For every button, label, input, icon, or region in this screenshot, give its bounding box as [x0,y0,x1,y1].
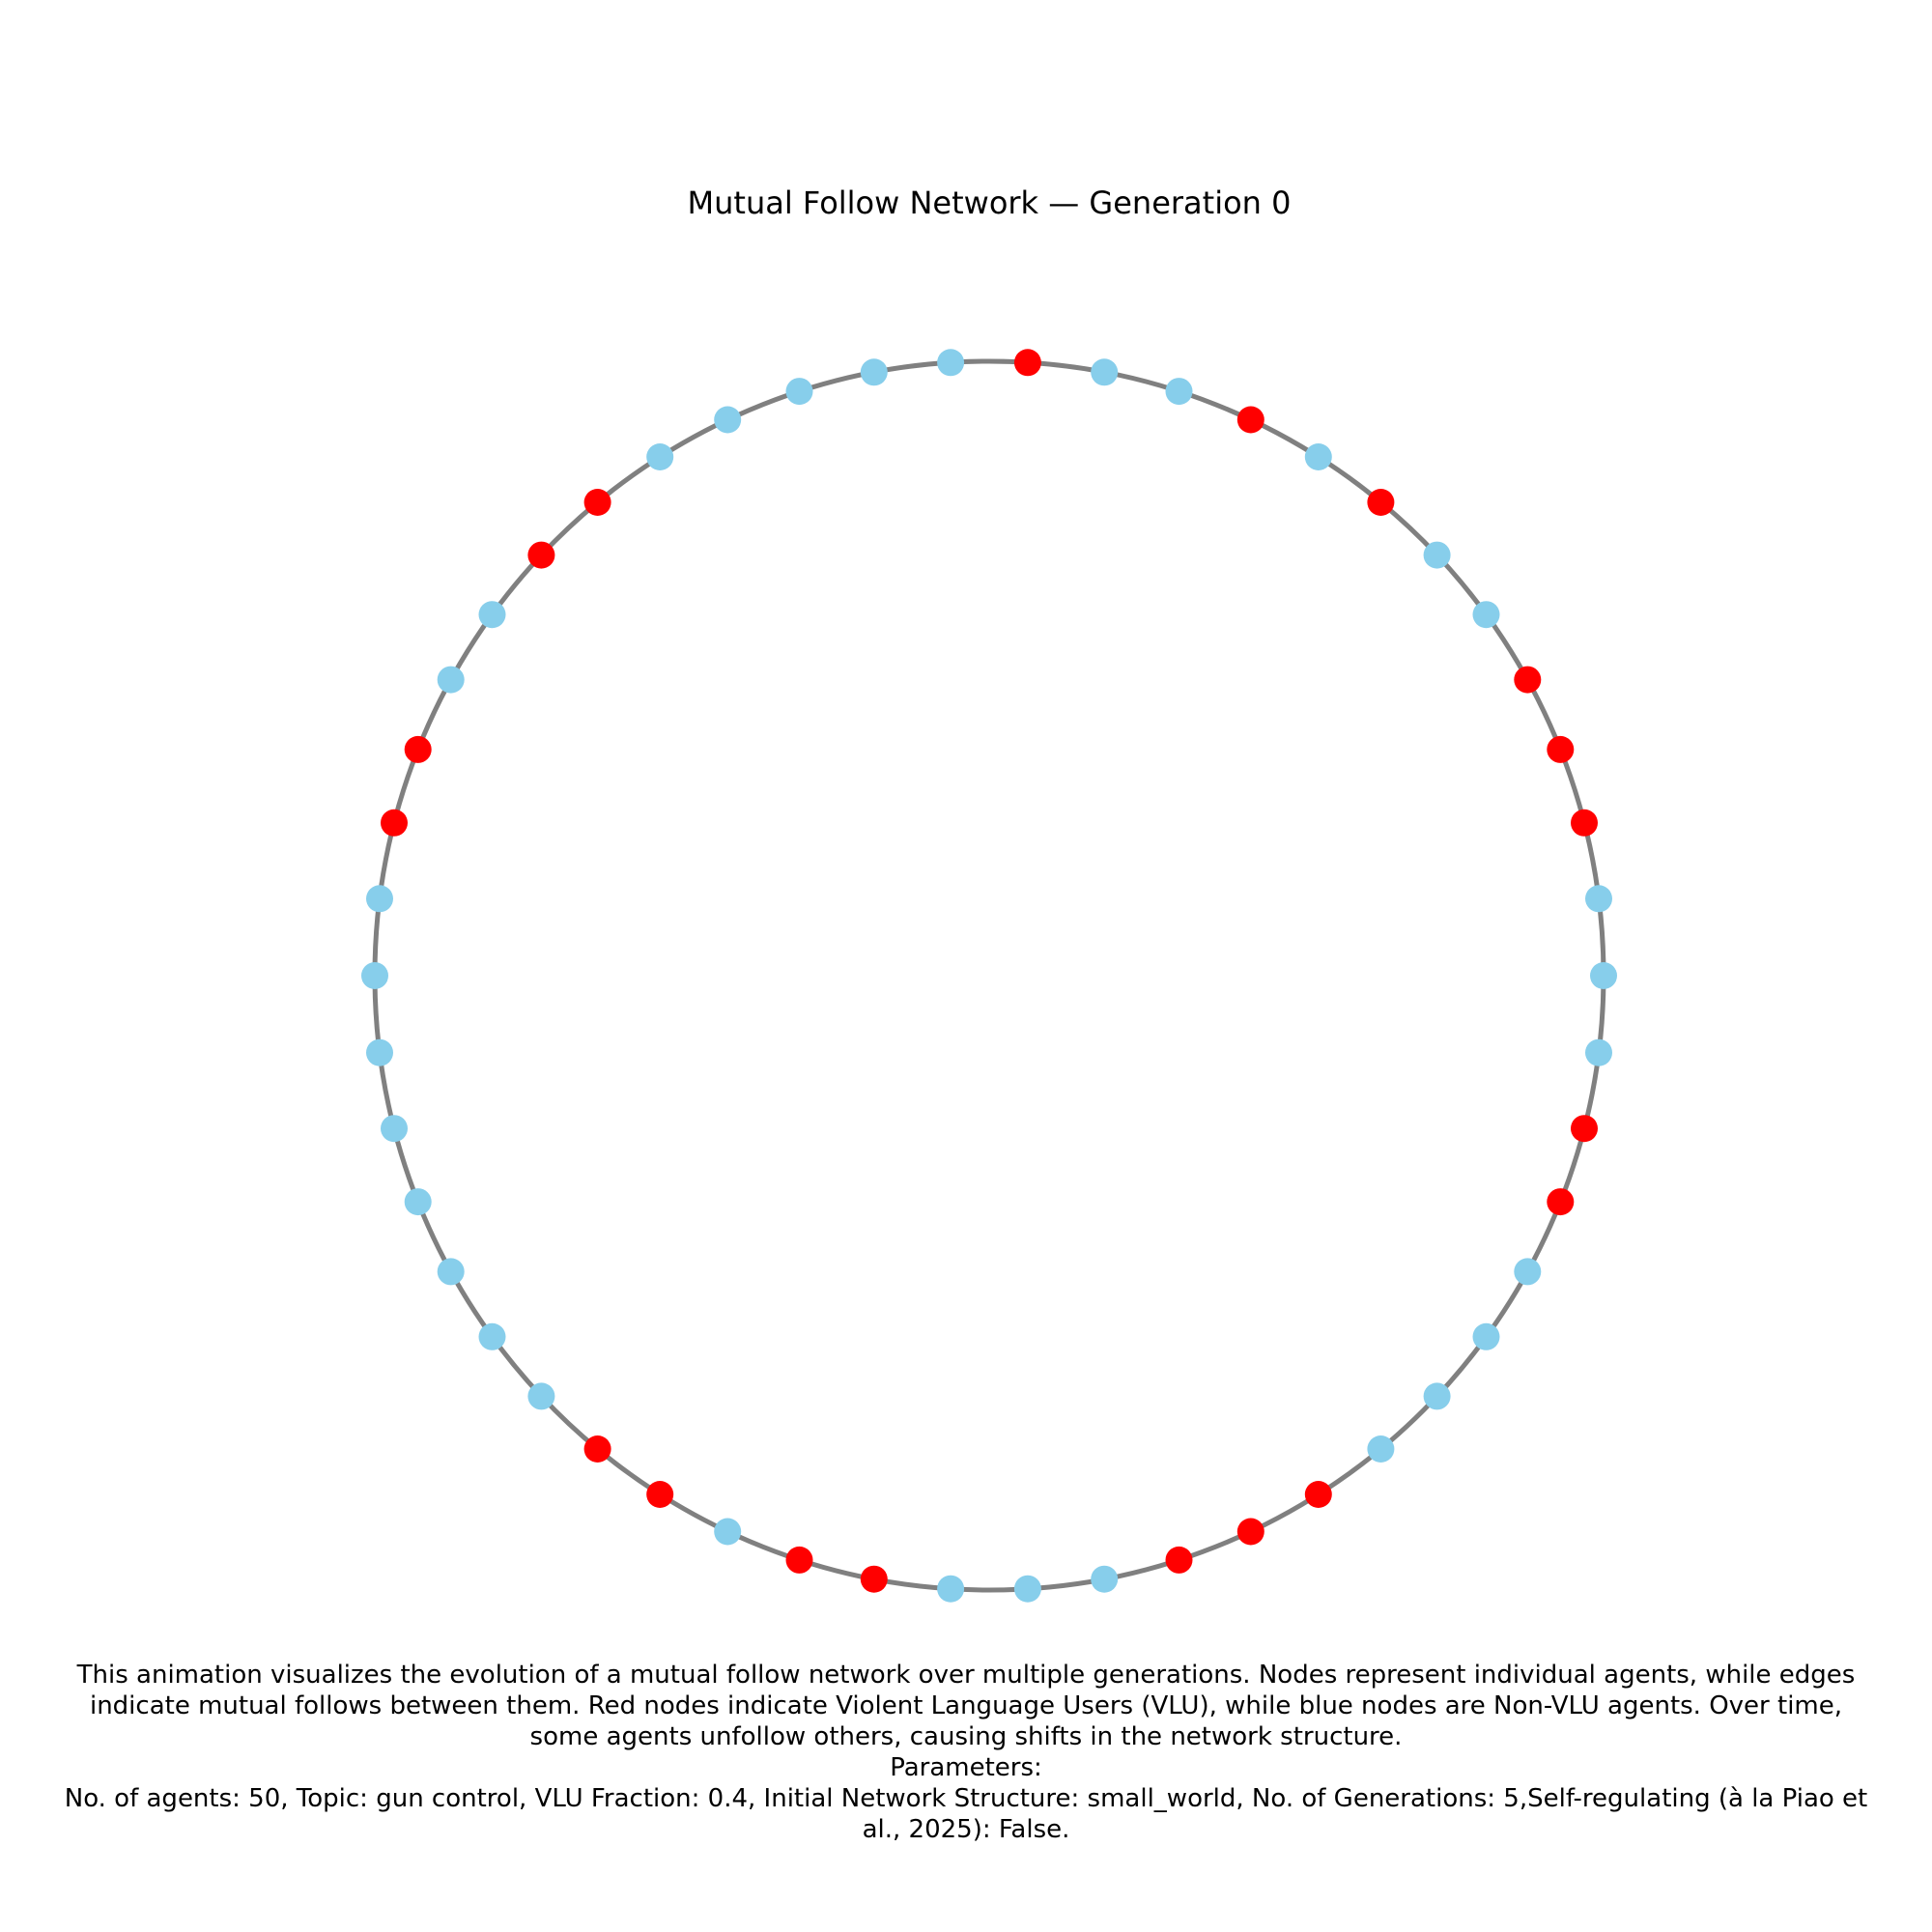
vlu-agent-node [1013,349,1041,377]
non-vlu-agent-node [1367,1435,1395,1463]
non-vlu-agent-node [478,1322,506,1350]
non-vlu-agent-node [646,443,674,470]
non-vlu-agent-node [478,601,506,629]
agent-nodes [361,349,1617,1603]
non-vlu-agent-node [1013,1575,1041,1603]
non-vlu-agent-node [366,885,393,913]
non-vlu-agent-node [1590,962,1617,989]
non-vlu-agent-node [1472,1322,1500,1350]
vlu-agent-node [1304,1481,1332,1508]
description-caption: This animation visualizes the evolution … [0,1660,1932,1845]
non-vlu-agent-node [937,349,965,377]
non-vlu-agent-node [714,1518,742,1546]
non-vlu-agent-node [860,358,888,386]
vlu-agent-node [583,489,611,516]
non-vlu-agent-node [437,1258,465,1286]
non-vlu-agent-node [1091,358,1119,386]
non-vlu-agent-node [527,1382,555,1410]
vlu-agent-node [583,1435,611,1463]
non-vlu-agent-node [366,1038,393,1066]
non-vlu-agent-node [1423,541,1451,569]
vlu-agent-node [404,735,432,763]
caption-line-3: some agents unfollow others, causing shi… [529,1722,1403,1751]
caption-parameters-line-2: al., 2025): False. [862,1815,1070,1844]
vlu-agent-node [1514,666,1542,694]
mutual-follow-edge-ring [372,358,1606,1593]
chart-title: Mutual Follow Network — Generation 0 [687,185,1292,221]
vlu-agent-node [1547,735,1575,763]
non-vlu-agent-node [785,378,813,406]
caption-parameters-heading: Parameters: [890,1753,1042,1782]
non-vlu-agent-node [714,406,742,434]
non-vlu-agent-node [1514,1258,1542,1286]
vlu-agent-node [1571,809,1598,837]
vlu-agent-node [527,541,555,569]
non-vlu-agent-node [1091,1565,1119,1593]
non-vlu-agent-node [437,666,465,694]
non-vlu-agent-node [381,1115,408,1143]
non-vlu-agent-node [1304,443,1332,470]
caption-line-1: This animation visualizes the evolution … [76,1661,1856,1690]
vlu-agent-node [381,809,408,837]
vlu-agent-node [1165,1546,1193,1574]
vlu-agent-node [1367,489,1395,516]
non-vlu-agent-node [404,1188,432,1216]
non-vlu-agent-node [937,1575,965,1603]
caption-line-2: indicate mutual follows between them. Re… [89,1691,1843,1720]
non-vlu-agent-node [1472,601,1500,629]
non-vlu-agent-node [361,962,388,989]
caption-parameters-line-1: No. of agents: 50, Topic: gun control, V… [64,1784,1868,1813]
vlu-agent-node [785,1546,813,1574]
vlu-agent-node [1547,1188,1575,1216]
vlu-agent-node [860,1565,888,1593]
vlu-agent-node [1236,1518,1264,1546]
vlu-agent-node [646,1481,674,1508]
non-vlu-agent-node [1165,378,1193,406]
vlu-agent-node [1571,1115,1598,1143]
vlu-agent-node [1236,406,1264,434]
non-vlu-agent-node [1585,1038,1612,1066]
non-vlu-agent-node [1423,1382,1451,1410]
non-vlu-agent-node [1585,885,1612,913]
